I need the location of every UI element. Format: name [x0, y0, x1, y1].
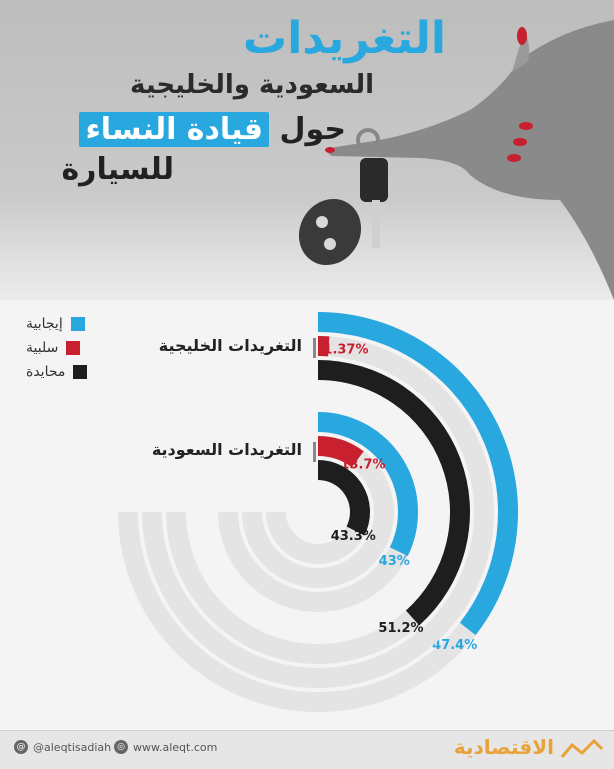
- footer: @ @aleqtisadiah ◎ www.aleqt.com الاقتصاد…: [0, 730, 614, 769]
- brand-logo-text: الاقتصادية: [454, 735, 554, 759]
- brand-logo-line: [562, 741, 602, 757]
- ring-value-label: 43.3%: [331, 529, 376, 544]
- ring-value-label: 47.4%: [432, 638, 477, 653]
- ring-value-label: 51.2%: [378, 621, 423, 636]
- footer-website[interactable]: ◎ www.aleqt.com: [114, 740, 217, 754]
- ring-value-label: 43%: [379, 554, 410, 569]
- social-icon: @: [14, 740, 28, 754]
- legend-swatch-positive: [71, 317, 85, 331]
- ring-value-label: 1.37%: [323, 342, 368, 357]
- footer-website-text: www.aleqt.com: [133, 741, 217, 754]
- ring-bar: [318, 470, 360, 531]
- legend: إيجابية سلبية محايدة: [26, 312, 126, 384]
- legend-item-negative: سلبية: [26, 336, 126, 360]
- group-label-gulf: التغريدات الخليجية: [159, 336, 302, 355]
- legend-label-positive: إيجابية: [26, 316, 63, 332]
- legend-swatch-negative: [66, 341, 80, 355]
- globe-icon: ◎: [114, 740, 128, 754]
- legend-item-positive: إيجابية: [26, 312, 126, 336]
- ring-track: [152, 346, 484, 678]
- footer-handle: @aleqtisadiah: [33, 741, 111, 754]
- legend-label-negative: سلبية: [26, 340, 58, 356]
- group-label-saudi: التغريدات السعودية: [152, 440, 302, 459]
- legend-item-neutral: محايدة: [26, 360, 126, 384]
- brand-logo-icon: [560, 737, 604, 761]
- footer-social[interactable]: @ @aleqtisadiah: [14, 740, 111, 754]
- legend-swatch-neutral: [73, 365, 87, 379]
- legend-label-neutral: محايدة: [26, 364, 65, 380]
